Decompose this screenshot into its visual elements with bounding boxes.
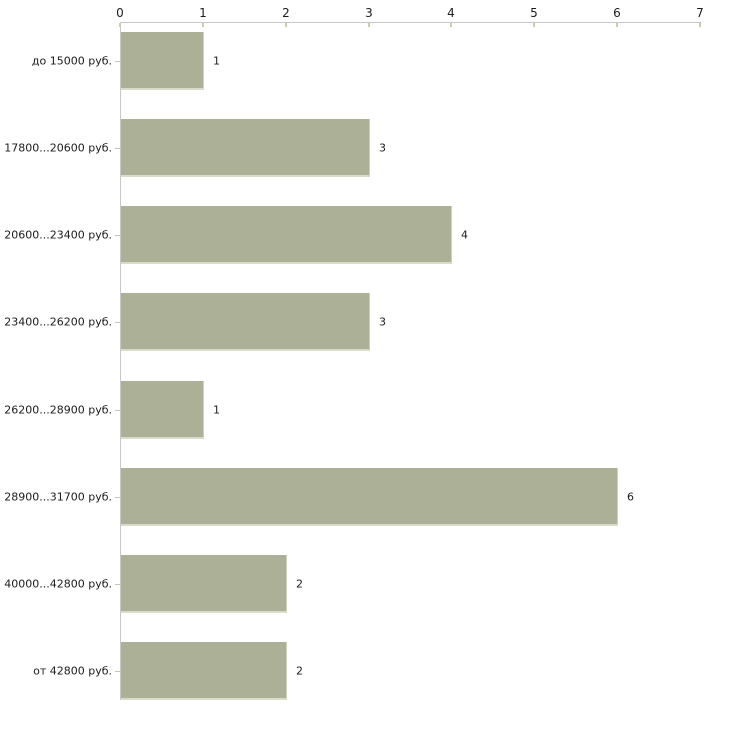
x-axis-line [120, 22, 701, 23]
x-tick-label: 3 [365, 6, 373, 20]
x-tick-mark [119, 23, 121, 27]
x-tick-mark [533, 23, 535, 27]
category-label: 28900...31700 руб. [4, 490, 112, 504]
bar-7 [121, 642, 287, 700]
x-tick-label: 7 [696, 6, 704, 20]
x-tick-label: 6 [613, 6, 621, 20]
x-tick-label: 4 [447, 6, 455, 20]
category-label: 20600...23400 руб. [4, 228, 112, 242]
x-tick-mark [285, 23, 287, 27]
x-tick-mark [616, 23, 618, 27]
x-tick-label: 5 [530, 6, 538, 20]
value-label: 2 [296, 664, 303, 678]
value-label: 2 [296, 577, 303, 591]
category-label: от 42800 руб. [33, 664, 112, 678]
y-tick-mark [115, 671, 120, 672]
y-tick-mark [115, 61, 120, 62]
value-label: 1 [213, 54, 220, 68]
value-label: 3 [379, 315, 386, 329]
category-label: 23400...26200 руб. [4, 315, 112, 329]
y-tick-mark [115, 410, 120, 411]
x-tick-mark [368, 23, 370, 27]
y-axis-line [120, 22, 121, 700]
x-tick-mark [450, 23, 452, 27]
category-label: 26200...28900 руб. [4, 403, 112, 417]
value-label: 4 [461, 228, 468, 242]
y-tick-mark [115, 497, 120, 498]
bar-6 [121, 555, 287, 613]
x-tick-mark [202, 23, 204, 27]
y-tick-mark [115, 235, 120, 236]
bar-4 [121, 381, 204, 439]
y-tick-mark [115, 148, 120, 149]
value-label: 1 [213, 403, 220, 417]
x-tick-label: 0 [116, 6, 124, 20]
bar-3 [121, 293, 370, 351]
bar-2 [121, 206, 452, 264]
bar-0 [121, 32, 204, 90]
x-tick-mark [699, 23, 701, 27]
category-label: до 15000 руб. [31, 54, 112, 68]
x-tick-label: 1 [199, 6, 207, 20]
category-label: 40000...42800 руб. [4, 577, 112, 591]
value-label: 3 [379, 141, 386, 155]
y-tick-mark [115, 584, 120, 585]
y-tick-mark [115, 322, 120, 323]
x-tick-label: 2 [282, 6, 290, 20]
bar-1 [121, 119, 370, 177]
category-label: 17800...20600 руб. [4, 141, 112, 155]
value-label: 6 [627, 490, 634, 504]
bar-5 [121, 468, 618, 526]
